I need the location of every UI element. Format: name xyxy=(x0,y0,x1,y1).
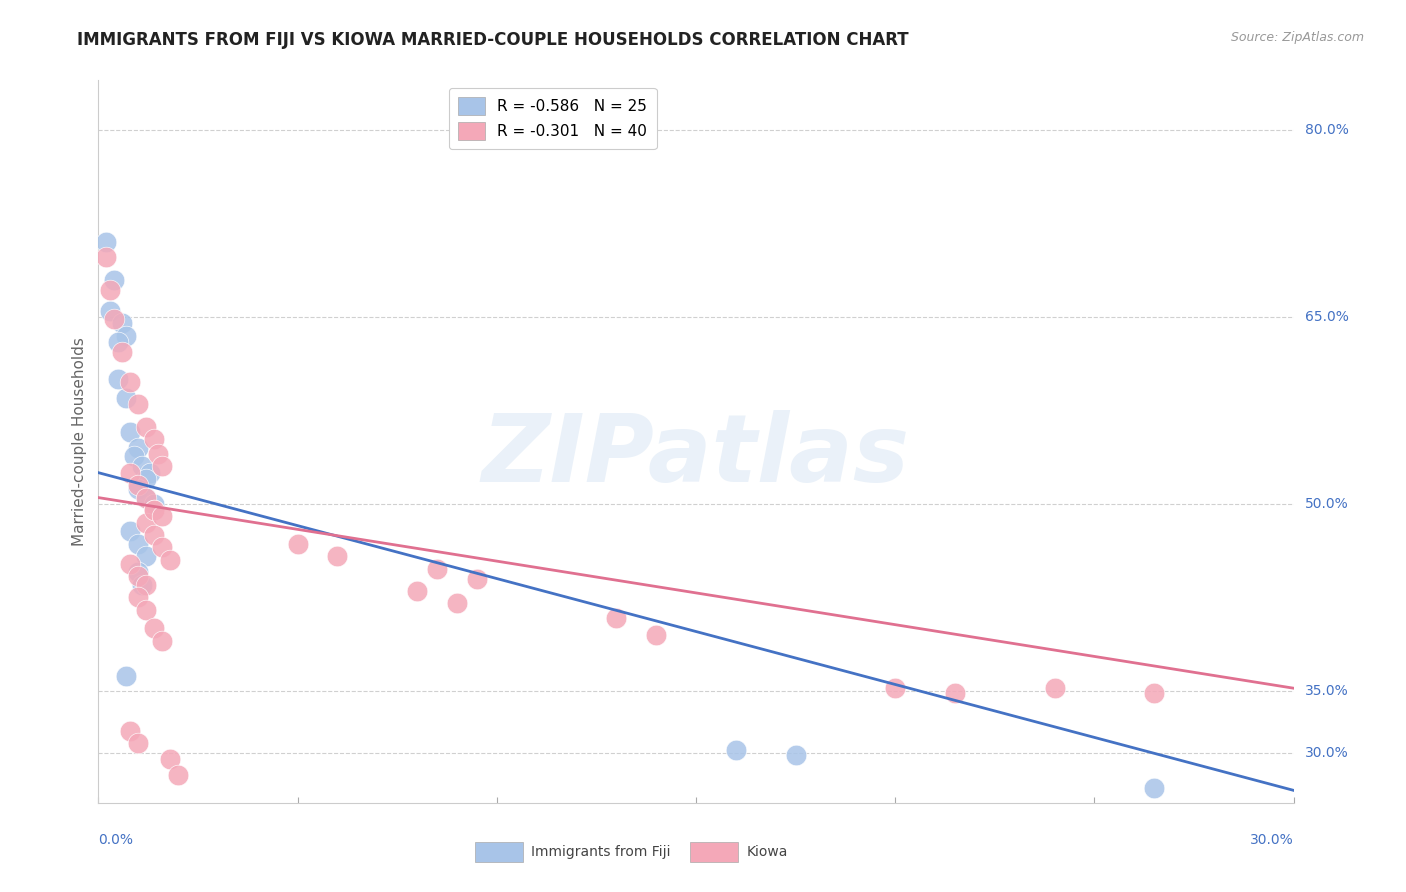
Point xyxy=(326,549,349,563)
Point xyxy=(135,472,157,486)
Text: Kiowa: Kiowa xyxy=(747,845,787,859)
Point xyxy=(120,524,142,539)
Legend: R = -0.586   N = 25, R = -0.301   N = 40: R = -0.586 N = 25, R = -0.301 N = 40 xyxy=(449,88,657,149)
Y-axis label: Married-couple Households: Married-couple Households xyxy=(72,337,87,546)
Point xyxy=(1143,686,1166,700)
Point xyxy=(127,736,149,750)
Text: Immigrants from Fiji: Immigrants from Fiji xyxy=(531,845,671,859)
Point xyxy=(135,578,157,592)
Point xyxy=(127,569,149,583)
Point xyxy=(115,391,138,405)
Point xyxy=(115,328,138,343)
Point xyxy=(167,768,190,782)
Point xyxy=(150,459,173,474)
Point xyxy=(143,497,166,511)
Point xyxy=(98,283,122,297)
Text: Source: ZipAtlas.com: Source: ZipAtlas.com xyxy=(1230,31,1364,45)
Point xyxy=(127,566,149,580)
Point xyxy=(605,611,627,625)
Point xyxy=(645,627,668,641)
Point xyxy=(148,447,170,461)
Point xyxy=(124,450,146,464)
Point xyxy=(107,334,129,349)
Point xyxy=(724,743,747,757)
Point xyxy=(135,419,157,434)
Point xyxy=(120,557,142,571)
Point xyxy=(143,503,166,517)
Point xyxy=(159,553,181,567)
Point xyxy=(884,681,907,696)
Point xyxy=(1143,780,1166,795)
Point xyxy=(426,561,449,575)
Point xyxy=(135,491,157,505)
Point xyxy=(127,482,149,496)
Point xyxy=(115,669,138,683)
Text: 65.0%: 65.0% xyxy=(1305,310,1348,324)
Point xyxy=(143,621,166,635)
Point xyxy=(120,375,142,389)
Point xyxy=(150,541,173,555)
Point xyxy=(120,723,142,738)
Text: 0.0%: 0.0% xyxy=(98,833,134,847)
Point xyxy=(127,478,149,492)
Point xyxy=(96,235,118,250)
Text: ZIPatlas: ZIPatlas xyxy=(482,410,910,502)
Point xyxy=(131,578,153,592)
Point xyxy=(139,466,162,480)
Point xyxy=(135,516,157,530)
Text: 35.0%: 35.0% xyxy=(1305,683,1348,698)
Text: 30.0%: 30.0% xyxy=(1250,833,1294,847)
Point xyxy=(135,491,157,505)
Point xyxy=(465,572,488,586)
Point xyxy=(446,597,468,611)
Point xyxy=(131,459,153,474)
Point xyxy=(287,537,309,551)
Point xyxy=(943,686,966,700)
Point xyxy=(150,633,173,648)
FancyBboxPatch shape xyxy=(690,842,738,862)
Point xyxy=(785,748,807,763)
Point xyxy=(127,441,149,455)
Point xyxy=(120,425,142,439)
Point xyxy=(143,528,166,542)
FancyBboxPatch shape xyxy=(475,842,523,862)
Point xyxy=(103,272,125,286)
Text: 80.0%: 80.0% xyxy=(1305,123,1348,137)
Point xyxy=(127,397,149,411)
Point xyxy=(143,503,166,517)
Point xyxy=(143,432,166,446)
Point xyxy=(150,509,173,524)
Point xyxy=(127,591,149,605)
Point xyxy=(111,344,134,359)
Point xyxy=(135,549,157,563)
Point xyxy=(159,752,181,766)
Text: 50.0%: 50.0% xyxy=(1305,497,1348,511)
Point xyxy=(135,603,157,617)
Point xyxy=(96,250,118,264)
Point xyxy=(406,584,429,599)
Point xyxy=(98,303,122,318)
Point xyxy=(111,316,134,330)
Point xyxy=(103,312,125,326)
Point xyxy=(107,372,129,386)
Point xyxy=(127,537,149,551)
Point xyxy=(120,466,142,480)
Point xyxy=(1043,681,1066,696)
Text: IMMIGRANTS FROM FIJI VS KIOWA MARRIED-COUPLE HOUSEHOLDS CORRELATION CHART: IMMIGRANTS FROM FIJI VS KIOWA MARRIED-CO… xyxy=(77,31,908,49)
Text: 30.0%: 30.0% xyxy=(1305,746,1348,760)
